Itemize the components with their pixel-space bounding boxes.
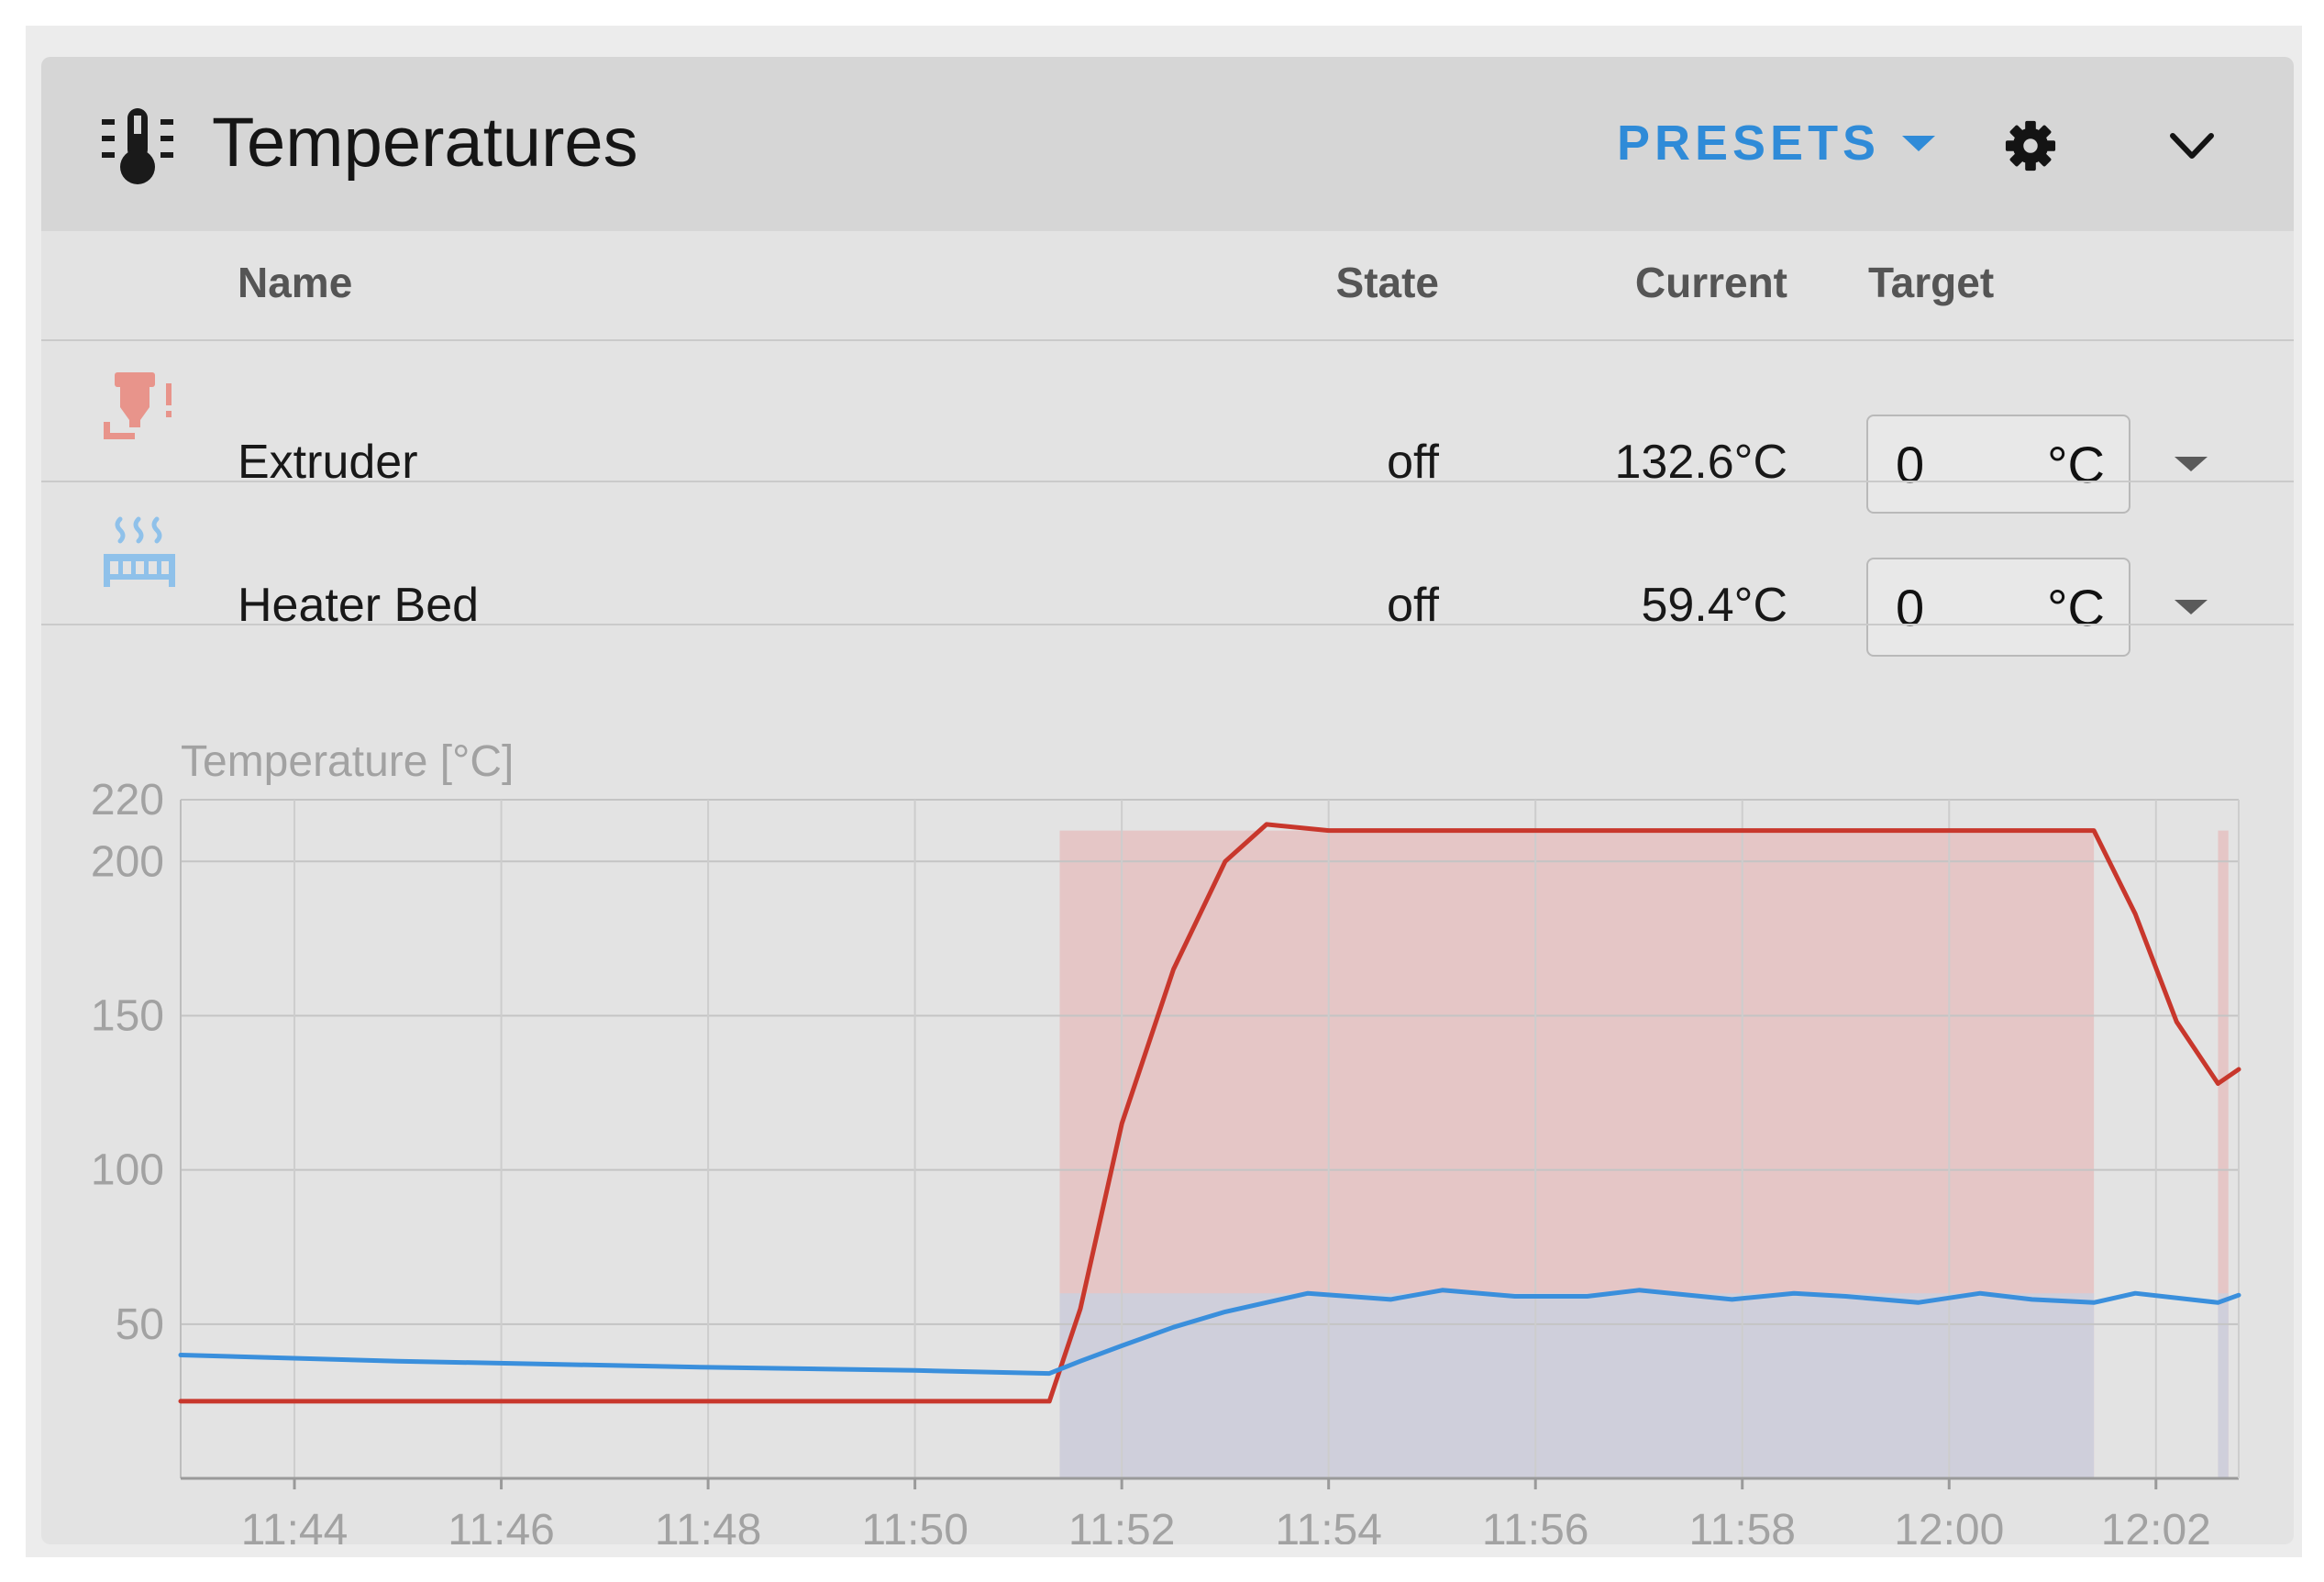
heater-name: Heater Bed bbox=[238, 579, 480, 632]
bed-target-band bbox=[2218, 1293, 2229, 1478]
x-tick-label: 11:54 bbox=[1275, 1506, 1382, 1544]
x-tick-label: 11:46 bbox=[448, 1506, 555, 1544]
presets-button[interactable]: PRESETS bbox=[1617, 116, 1936, 171]
target-dropdown-caret-icon[interactable] bbox=[2175, 457, 2208, 471]
target-temp-value: 0 bbox=[1896, 579, 1925, 636]
temperatures-panel: Temperatures PRESETS Name State Current … bbox=[41, 57, 2294, 1544]
heater-current-temp: 59.4°C bbox=[1641, 579, 1787, 632]
column-header-state: State bbox=[1335, 259, 1439, 306]
y-tick-label: 50 bbox=[116, 1300, 164, 1349]
temperature-chart: 50 100 150 200 220 11:44 11:46 11:48 11:50 11:52 1… bbox=[91, 737, 2241, 1544]
bed-target-band bbox=[1059, 1293, 2095, 1478]
x-tick-label: 12:00 bbox=[1894, 1506, 2004, 1544]
panel-title: Temperatures bbox=[212, 104, 638, 182]
caret-down-icon bbox=[1902, 135, 1936, 151]
column-header-current: Current bbox=[1634, 259, 1787, 306]
y-axis-title: Temperature [°C] bbox=[181, 737, 514, 786]
panel-header: Temperatures PRESETS bbox=[41, 57, 2294, 231]
x-tick-label: 11:44 bbox=[241, 1506, 349, 1544]
extruder-temperature-line bbox=[178, 822, 2241, 1404]
gear-icon[interactable] bbox=[2004, 119, 2057, 172]
column-header-target: Target bbox=[1868, 259, 1995, 306]
row-divider bbox=[41, 624, 2294, 625]
x-tick-label: 11:56 bbox=[1482, 1506, 1589, 1544]
heater-name: Extruder bbox=[238, 436, 418, 489]
y-tick-label: 100 bbox=[91, 1146, 164, 1195]
x-tick-label: 11:58 bbox=[1688, 1506, 1796, 1544]
presets-label: PRESETS bbox=[1617, 116, 1881, 171]
target-temp-input[interactable]: 0 °C bbox=[1866, 558, 2130, 657]
x-tick-label: 11:48 bbox=[655, 1506, 762, 1544]
chevron-down-icon[interactable] bbox=[2167, 123, 2217, 169]
target-temp-unit: °C bbox=[2047, 436, 2105, 493]
heater-current-temp: 132.6°C bbox=[1614, 436, 1787, 489]
x-tick-label: 12:02 bbox=[2101, 1506, 2211, 1544]
thermometer-icon bbox=[102, 108, 173, 184]
bed-temperature-line bbox=[178, 1288, 2241, 1377]
heater-state: off bbox=[1387, 436, 1439, 489]
extruder-target-band bbox=[2218, 830, 2229, 1478]
x-tick-label: 11:52 bbox=[1068, 1506, 1176, 1544]
heater-bed-icon bbox=[104, 516, 175, 587]
row-divider bbox=[41, 481, 2294, 482]
target-temp-input[interactable]: 0 °C bbox=[1866, 415, 2130, 514]
target-dropdown-caret-icon[interactable] bbox=[2175, 600, 2208, 614]
x-tick-label: 11:50 bbox=[861, 1506, 968, 1544]
target-temp-unit: °C bbox=[2047, 579, 2105, 636]
row-divider bbox=[41, 339, 2294, 341]
column-header-name: Name bbox=[238, 259, 353, 306]
y-tick-label: 200 bbox=[91, 837, 164, 886]
heater-state: off bbox=[1387, 579, 1439, 632]
extruder-icon bbox=[104, 372, 172, 439]
y-tick-label: 150 bbox=[91, 991, 164, 1040]
y-tick-label: 220 bbox=[91, 776, 164, 824]
target-temp-value: 0 bbox=[1896, 436, 1925, 493]
